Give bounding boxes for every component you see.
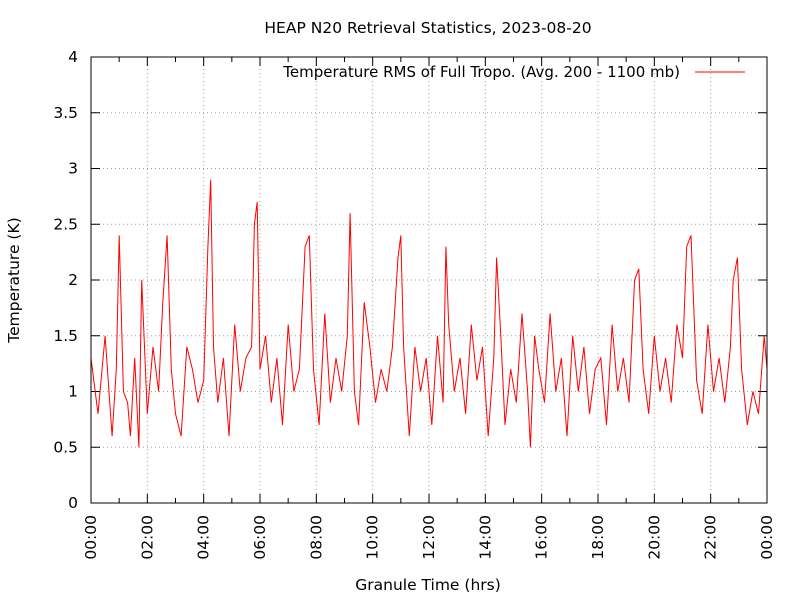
legend-label: Temperature RMS of Full Tropo. (Avg. 200… bbox=[282, 63, 680, 81]
x-tick-label: 06:00 bbox=[251, 515, 269, 560]
x-tick-label: 08:00 bbox=[307, 515, 325, 560]
x-tick-label: 10:00 bbox=[364, 515, 382, 560]
x-tick-label: 18:00 bbox=[589, 515, 607, 560]
tick-layer: 0 0.5 1 1.5 2 2.5 3 3.5 4 00:00 02:00 04:00 06:00 08:… bbox=[53, 48, 776, 560]
chart-title: HEAP N20 Retrieval Statistics, 2023-08-2… bbox=[264, 19, 591, 37]
y-tick-label: 3.5 bbox=[53, 104, 78, 122]
series-line-0 bbox=[90, 179, 768, 448]
x-axis-label: Granule Time (hrs) bbox=[355, 576, 501, 594]
y-tick-label: 1 bbox=[68, 383, 78, 401]
y-tick-label: 4 bbox=[68, 48, 78, 66]
x-tick-label: 02:00 bbox=[138, 515, 156, 560]
x-tick-label: 14:00 bbox=[476, 515, 494, 560]
y-tick-label: 0 bbox=[68, 494, 78, 512]
x-tick-label: 22:00 bbox=[702, 515, 720, 560]
grid-layer bbox=[91, 57, 767, 503]
y-tick-label: 0.5 bbox=[53, 438, 78, 456]
y-tick-label: 2.5 bbox=[53, 215, 78, 233]
y-tick-label: 2 bbox=[68, 271, 78, 289]
y-tick-label: 1.5 bbox=[53, 327, 78, 345]
x-tick-label: 16:00 bbox=[533, 515, 551, 560]
y-tick-label: 3 bbox=[68, 160, 78, 178]
plot-border bbox=[90, 56, 768, 504]
x-tick-label: 00:00 bbox=[758, 515, 776, 560]
series-layer bbox=[90, 179, 768, 448]
y-axis-label: Temperature (K) bbox=[5, 217, 23, 343]
x-tick-label: 04:00 bbox=[195, 515, 213, 560]
x-tick-label: 20:00 bbox=[645, 515, 663, 560]
x-tick-label: 12:00 bbox=[420, 515, 438, 560]
x-tick-label: 00:00 bbox=[82, 515, 100, 560]
legend: Temperature RMS of Full Tropo. (Avg. 200… bbox=[282, 63, 745, 81]
